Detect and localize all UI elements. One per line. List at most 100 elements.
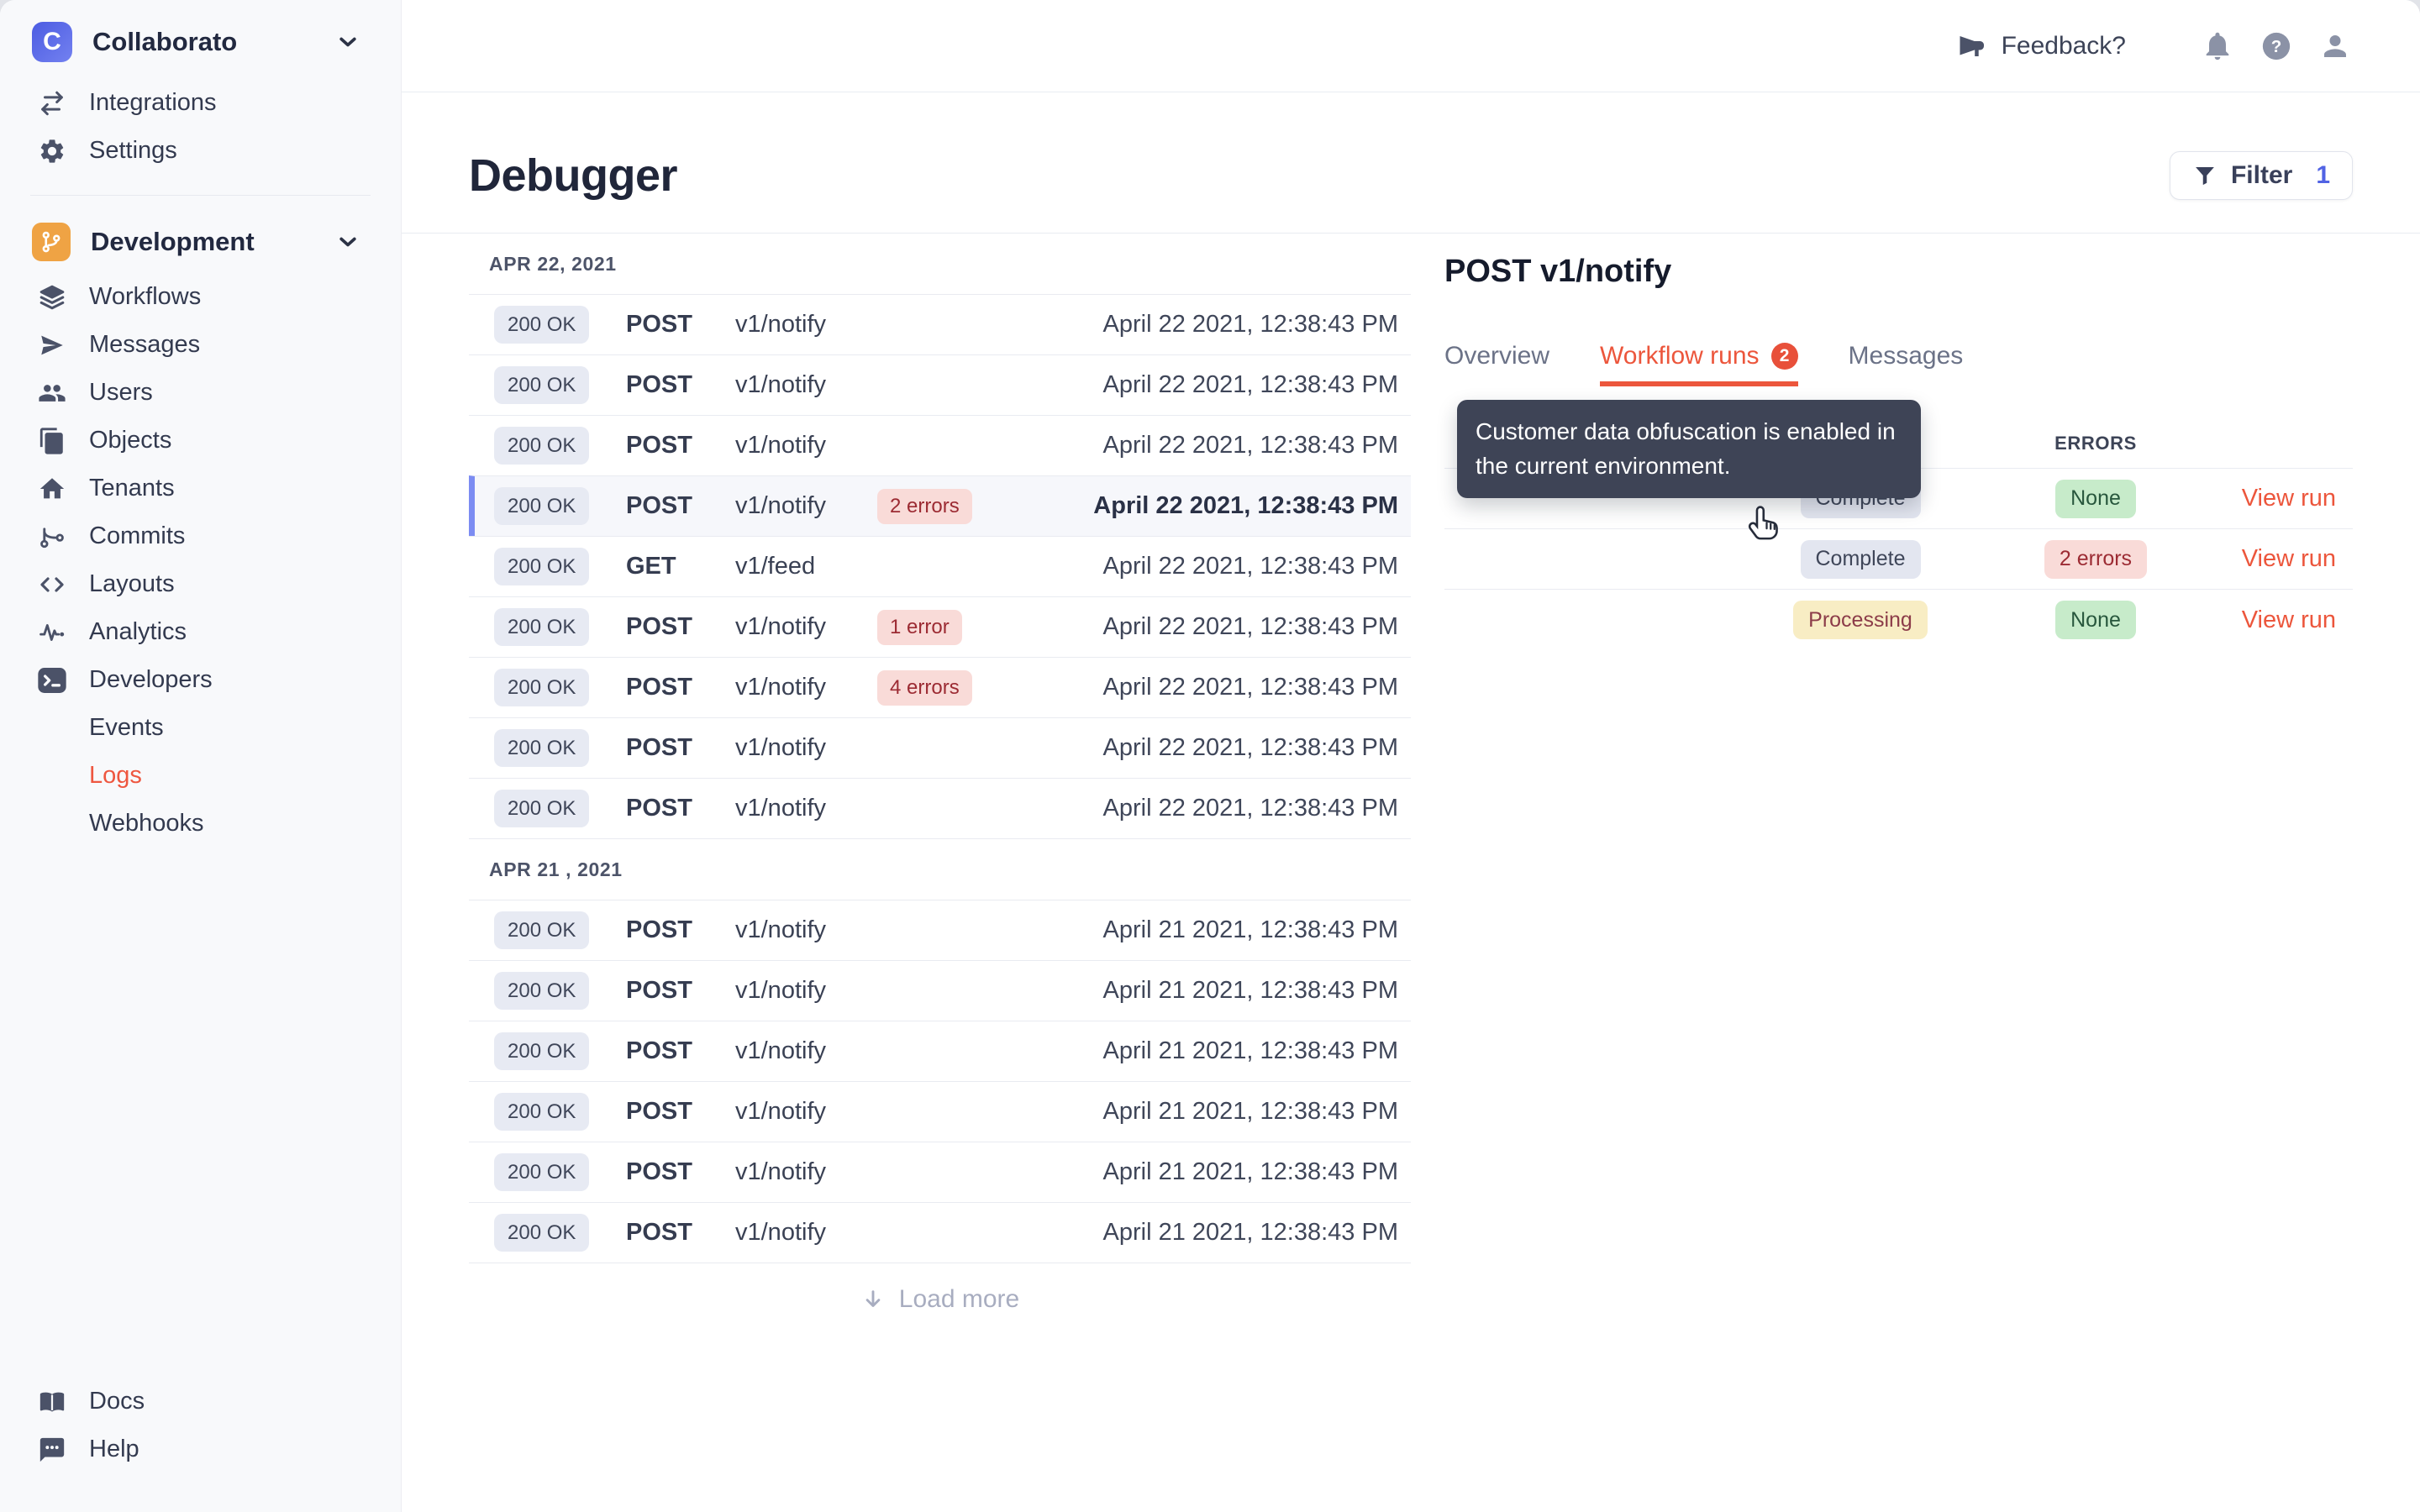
run-errors-badge: None bbox=[2055, 479, 2136, 518]
request-method: POST bbox=[626, 432, 692, 459]
request-method: POST bbox=[626, 371, 692, 398]
request-method: POST bbox=[626, 916, 692, 943]
load-more-button[interactable]: Load more bbox=[469, 1263, 1411, 1336]
log-row[interactable]: 200 OK POST v1/notify April 21 2021, 12:38:… bbox=[469, 1081, 1411, 1142]
request-method: POST bbox=[626, 492, 692, 519]
log-row[interactable]: 200 OK POST v1/notify April 21 2021, 12:38:… bbox=[469, 1202, 1411, 1263]
sidebar-item-integrations[interactable]: Integrations bbox=[0, 79, 401, 127]
main-content: Debugger Filter 1 APR 22, 2021 200 OK POST… bbox=[402, 92, 2420, 1512]
sidebar-top-nav: Integrations Settings bbox=[0, 79, 401, 175]
tab-messages[interactable]: Messages bbox=[1849, 342, 1964, 386]
sidebar-item-events[interactable]: Events bbox=[0, 704, 401, 752]
activity-icon bbox=[32, 612, 72, 653]
topbar: Feedback? ? bbox=[402, 0, 2420, 92]
help-icon[interactable]: ? bbox=[2260, 30, 2292, 62]
status-code-badge: 200 OK bbox=[494, 972, 590, 1010]
status-code-badge: 200 OK bbox=[494, 366, 590, 404]
sidebar-item-label: Help bbox=[89, 1436, 139, 1462]
detail-tabs: Overview Workflow runs 2 Messages bbox=[1444, 342, 2353, 386]
sidebar-item-workflows[interactable]: Workflows bbox=[0, 273, 401, 321]
request-path: v1/notify bbox=[735, 492, 826, 519]
sidebar-section-development[interactable]: Development bbox=[0, 216, 401, 273]
bell-icon[interactable] bbox=[2202, 30, 2233, 62]
sidebar-item-docs[interactable]: Docs bbox=[0, 1378, 401, 1425]
sidebar-item-webhooks[interactable]: Webhooks bbox=[0, 800, 401, 848]
sidebar-footer-nav: Docs Help bbox=[0, 1378, 401, 1512]
request-timestamp: April 21 2021, 12:38:43 PM bbox=[1102, 1098, 1398, 1125]
send-icon bbox=[32, 325, 72, 365]
tab-overview[interactable]: Overview bbox=[1444, 342, 1549, 386]
log-row[interactable]: 200 OK POST v1/notify April 21 2021, 12:38:… bbox=[469, 960, 1411, 1021]
run-row: Complete 2 errors View run bbox=[1444, 529, 2353, 590]
tab-workflow-runs[interactable]: Workflow runs 2 bbox=[1600, 342, 1798, 386]
view-run-link[interactable]: View run bbox=[2241, 545, 2336, 572]
log-row[interactable]: 200 OK POST v1/notify 4 errors April 22 2021… bbox=[469, 657, 1411, 717]
log-row[interactable]: 200 OK POST v1/notify April 22 2021, 12:38:… bbox=[469, 415, 1411, 475]
sidebar-item-messages[interactable]: Messages bbox=[0, 321, 401, 369]
view-run-link[interactable]: View run bbox=[2241, 485, 2336, 512]
sidebar-item-commits[interactable]: Commits bbox=[0, 512, 401, 560]
log-row[interactable]: 200 OK POST v1/notify 1 error April 22 2021,… bbox=[469, 596, 1411, 657]
status-code-badge: 200 OK bbox=[494, 548, 590, 585]
section-label: Development bbox=[91, 227, 255, 256]
request-method: POST bbox=[626, 734, 692, 761]
terminal-icon bbox=[32, 660, 72, 701]
run-row: Processing None View run bbox=[1444, 590, 2353, 650]
run-status-badge: Complete bbox=[1800, 539, 1921, 579]
feedback-label: Feedback? bbox=[2001, 31, 2126, 60]
log-group: APR 22, 2021 200 OK POST v1/notify April 22 … bbox=[469, 234, 1411, 839]
runs-header-errors: ERRORS bbox=[2054, 432, 2137, 454]
sidebar-item-tenants[interactable]: Tenants bbox=[0, 465, 401, 512]
chat-icon bbox=[32, 1430, 72, 1470]
sidebar-item-label: Tenants bbox=[89, 475, 175, 501]
workspace-switcher[interactable]: C Collaborato bbox=[0, 0, 401, 79]
git-commit-icon bbox=[32, 517, 72, 557]
arrow-down-icon bbox=[860, 1287, 886, 1312]
request-method: GET bbox=[626, 553, 676, 580]
sidebar-item-help[interactable]: Help bbox=[0, 1425, 401, 1473]
users-icon bbox=[32, 373, 72, 413]
log-row[interactable]: 200 OK POST v1/notify April 22 2021, 12:38:… bbox=[469, 778, 1411, 838]
log-row[interactable]: 200 OK POST v1/notify April 22 2021, 12:38:… bbox=[469, 717, 1411, 778]
log-row[interactable]: 200 OK POST v1/notify April 21 2021, 12:38:… bbox=[469, 1142, 1411, 1202]
detail-panel: POST v1/notify Overview Workflow runs 2 Mes… bbox=[1444, 234, 2353, 738]
sidebar-item-analytics[interactable]: Analytics bbox=[0, 608, 401, 656]
sidebar-item-layouts[interactable]: Layouts bbox=[0, 560, 401, 608]
sidebar-item-logs[interactable]: Logs bbox=[0, 752, 401, 800]
log-row[interactable]: 200 OK POST v1/notify April 21 2021, 12:38:… bbox=[469, 1021, 1411, 1081]
detail-title: POST v1/notify bbox=[1444, 254, 1672, 289]
filter-label: Filter bbox=[2230, 160, 2293, 189]
log-row[interactable]: 200 OK POST v1/notify April 22 2021, 12:38:… bbox=[469, 354, 1411, 415]
log-row[interactable]: 200 OK POST v1/notify April 21 2021, 12:38:… bbox=[469, 900, 1411, 960]
log-row[interactable]: 200 OK POST v1/notify 2 errors April 22 2021… bbox=[469, 475, 1411, 536]
sidebar-item-label: Events bbox=[89, 714, 164, 741]
filter-button[interactable]: Filter 1 bbox=[2169, 150, 2353, 200]
request-method: POST bbox=[626, 613, 692, 640]
tab-label: Messages bbox=[1848, 342, 1964, 370]
sidebar-item-users[interactable]: Users bbox=[0, 369, 401, 417]
load-more-label: Load more bbox=[898, 1285, 1020, 1313]
log-row[interactable]: 200 OK GET v1/feed April 22 2021, 12:38:43 … bbox=[469, 536, 1411, 596]
sidebar-item-developers[interactable]: Developers bbox=[0, 656, 401, 704]
request-timestamp: April 22 2021, 12:38:43 PM bbox=[1102, 734, 1398, 761]
log-row[interactable]: 200 OK POST v1/notify April 22 2021, 12:38:… bbox=[469, 294, 1411, 354]
status-code-badge: 200 OK bbox=[494, 306, 590, 344]
request-method: POST bbox=[626, 795, 692, 822]
view-run-link[interactable]: View run bbox=[2241, 606, 2336, 633]
request-timestamp: April 22 2021, 12:38:43 PM bbox=[1102, 674, 1398, 701]
code-icon bbox=[32, 564, 72, 605]
request-timestamp: April 22 2021, 12:38:43 PM bbox=[1102, 311, 1398, 338]
status-code-badge: 200 OK bbox=[494, 1214, 590, 1252]
sidebar-item-objects[interactable]: Objects bbox=[0, 417, 401, 465]
feedback-button[interactable]: Feedback? bbox=[1956, 31, 2126, 61]
user-icon[interactable] bbox=[2319, 30, 2351, 62]
no-icon bbox=[32, 708, 72, 748]
request-path: v1/notify bbox=[735, 1037, 826, 1064]
log-list: APR 22, 2021 200 OK POST v1/notify April 22 … bbox=[469, 234, 1411, 1336]
status-code-badge: 200 OK bbox=[494, 790, 590, 827]
copy-icon bbox=[32, 421, 72, 461]
chevron-down-icon bbox=[334, 228, 362, 256]
sidebar-item-settings[interactable]: Settings bbox=[0, 127, 401, 175]
request-path: v1/notify bbox=[735, 916, 826, 943]
